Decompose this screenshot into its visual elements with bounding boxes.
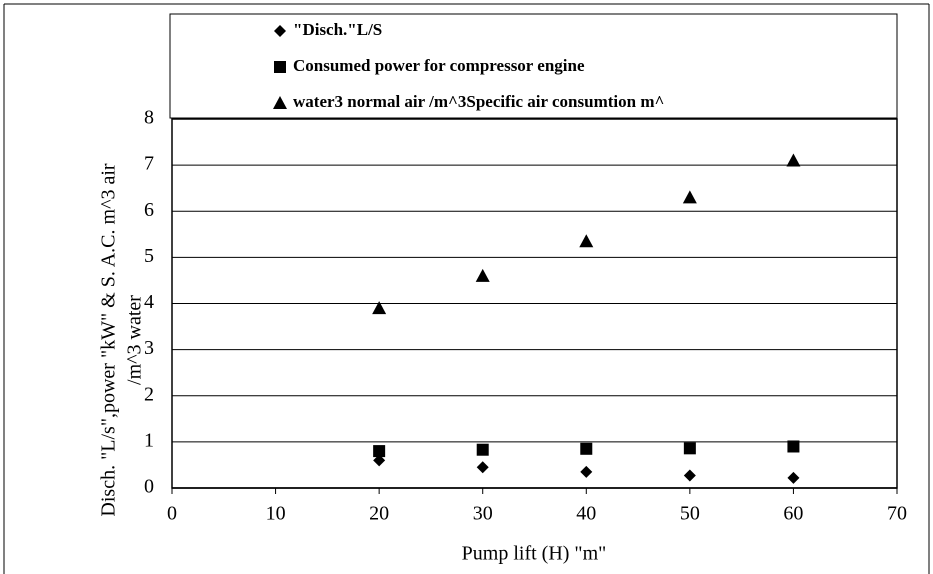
legend-marker — [274, 61, 286, 73]
marker — [372, 301, 387, 315]
y-tick-label: 4 — [144, 291, 154, 313]
marker — [579, 234, 594, 248]
y-axis-label: Disch. "L/s",power "kW" & S. A.C. m^3 ai… — [98, 163, 120, 516]
legend-marker — [273, 96, 287, 109]
y-tick-label: 2 — [144, 383, 154, 405]
x-tick-label: 30 — [473, 503, 493, 525]
legend-label: "Disch."L/S — [293, 20, 382, 39]
legend-label: water3 normal air /m^3Specific air consu… — [293, 92, 664, 111]
legend-box — [169, 13, 898, 119]
y-tick-label: 3 — [144, 337, 154, 359]
marker — [580, 442, 593, 455]
x-tick-label: 20 — [369, 503, 389, 525]
marker — [580, 465, 593, 478]
marker — [682, 190, 697, 204]
y-tick-label: 5 — [144, 245, 154, 267]
y-tick-label: 1 — [144, 429, 154, 451]
marker — [683, 442, 696, 455]
x-tick-label: 70 — [887, 503, 907, 525]
y-tick-label: 8 — [144, 107, 154, 129]
x-tick-label: 50 — [680, 503, 700, 525]
x-tick-label: 60 — [783, 503, 803, 525]
x-tick-label: 10 — [266, 503, 286, 525]
y-tick-label: 7 — [144, 153, 154, 175]
y-tick-label: 6 — [144, 199, 154, 221]
marker — [475, 268, 490, 282]
marker — [373, 454, 386, 467]
x-tick-label: 40 — [576, 503, 596, 525]
marker — [787, 471, 800, 484]
marker — [787, 440, 800, 453]
x-axis-label: Pump lift (H) "m" — [462, 543, 607, 565]
x-tick-label: 0 — [167, 503, 177, 525]
legend-marker — [274, 25, 286, 37]
marker — [786, 153, 801, 167]
legend-label: Consumed power for compressor engine — [293, 56, 585, 75]
marker — [476, 443, 489, 456]
y-tick-label: 0 — [144, 476, 154, 498]
marker — [683, 469, 696, 482]
y-axis-label: /m^3 water — [124, 295, 146, 385]
marker — [476, 461, 489, 474]
marker — [373, 445, 386, 458]
